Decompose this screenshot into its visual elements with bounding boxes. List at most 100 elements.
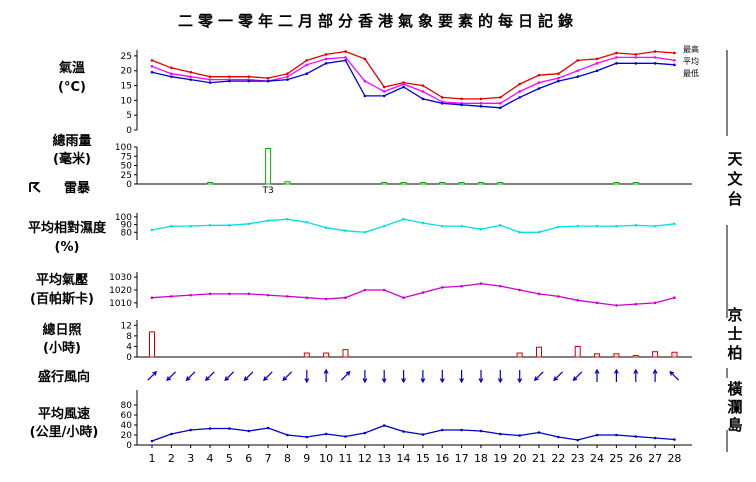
legend-min-label: 最低 [683,68,699,78]
sunshine-bar [594,353,601,358]
humidity-series-point [615,224,618,228]
pressure-series-point [421,291,425,294]
day-label: 1 [149,452,156,465]
wind-arrow [204,371,215,382]
humidity-series-point [247,222,251,226]
chart-title: 二零一零年二月部分香港氣象要素的每日記錄 [177,12,578,30]
day-label: 24 [590,452,604,465]
sunshine-bar [671,351,678,358]
temp-mean-series-point [615,56,618,59]
wind-arrow [147,370,158,381]
wind-speed-series-point [499,432,502,436]
wind-arrow-shaft [669,371,680,381]
pressure-unit-label: (百帕斯卡) [30,291,94,307]
wind-speed-series-point [344,435,347,438]
day-label: 15 [416,452,430,465]
humidity-series-point [208,224,212,227]
temp-mean-series-point [479,102,483,105]
wind-arrow-head [323,368,329,374]
rain-bar [284,181,291,185]
humidity-series-point [228,224,231,227]
wind-speed-series-point [170,432,173,436]
pressure-series-point [228,292,231,296]
sunshine-bar [149,331,155,358]
temp-max-series-point [382,85,386,89]
temp-max-series-point [615,51,618,55]
temp-min-series-point [537,87,541,90]
temp-mean-series-point [653,56,657,59]
temp-max-series-point [595,57,599,61]
wind-arrow [381,370,387,384]
wind-arrow-shaft [166,371,177,381]
day-label: 2 [168,452,175,465]
temp-max-series-point [305,59,309,62]
rain-bar [381,182,388,185]
sunshine-y-tick-label: 8 [126,332,132,342]
wind-arrow [420,370,426,384]
temp-mean-series-point [557,76,560,80]
temp-unit-label: (°C) [58,80,86,95]
day-label: 17 [455,452,469,465]
sunshine-bar [342,349,349,358]
day-label: 14 [397,452,411,465]
wind-arrow-head [204,376,210,382]
temp-max-series-point [344,50,347,53]
rh-y-tick-label: 90 [121,221,133,231]
temp-mean-series-point [382,90,386,93]
pressure-series-point [576,298,579,302]
temp-y-tick-label: 10 [121,96,133,106]
wind-speed-series-point [673,438,676,441]
sunshine-y-tick-label: 4 [126,342,132,352]
temp-max-series-point [266,76,270,80]
temp-min-series-point [576,75,579,78]
day-label: 8 [284,452,291,465]
temp-mean-series-point [421,90,425,93]
day-label: 28 [667,452,681,465]
day-label: 25 [609,452,623,465]
temp-max-series-point [673,51,676,55]
temp-min-series [151,59,675,109]
wind-arrow-head [345,370,351,376]
rh-y-tick-label: 80 [121,228,133,238]
rain-bar [400,182,407,185]
wind-speed-unit-label: (公里/小時) [30,424,99,440]
humidity-series-point [150,228,154,232]
temp-max-series-point [189,70,192,74]
humidity-series-point [460,224,463,228]
wind-arrow-shaft [340,371,351,381]
temp-mean-series-point [305,63,309,67]
pressure-series-point [440,286,444,289]
waglan-label-char-1: 橫 [727,380,742,398]
wind-arrow-head [362,378,368,384]
temp-min-series-point [460,103,463,107]
temp-min-series-point [344,59,347,62]
temp-min-series-point [324,62,328,65]
pressure-series-point [595,301,599,305]
wind-arrow-head [401,378,407,384]
wind-dir-label: 盛行風向 [38,369,90,385]
temp-mean-series-point [499,102,502,105]
waglan-label-char-3: 島 [727,416,742,434]
temp-min-series-point [228,79,231,83]
temp-min-series-point [247,79,251,83]
temp-mean-series-point [576,69,579,73]
wind-arrow [478,370,484,384]
wind-speed-series-point [537,431,541,434]
rain-bar [632,182,639,185]
humidity-series-point [479,227,483,231]
temp-label: 氣溫 [59,60,85,76]
wind-arrow [497,370,503,384]
wind-arrow [572,371,583,382]
day-label: 12 [358,452,372,465]
day-label: 20 [513,452,527,465]
thunder-label: 雷暴 [64,180,91,196]
sunshine-unit-label: (小時) [43,340,81,356]
rain-y-tick-label: 100 [115,143,132,153]
wind-speed-series-point [595,433,599,437]
rain-bar [477,182,484,185]
temp-min-series-point [305,72,309,76]
wind-speed-series-point [421,433,425,436]
pressure-y-tick-label: 1030 [109,273,132,283]
kings-park-label-char-1: 京 [727,306,742,324]
temp-mean-series-point [324,57,328,61]
